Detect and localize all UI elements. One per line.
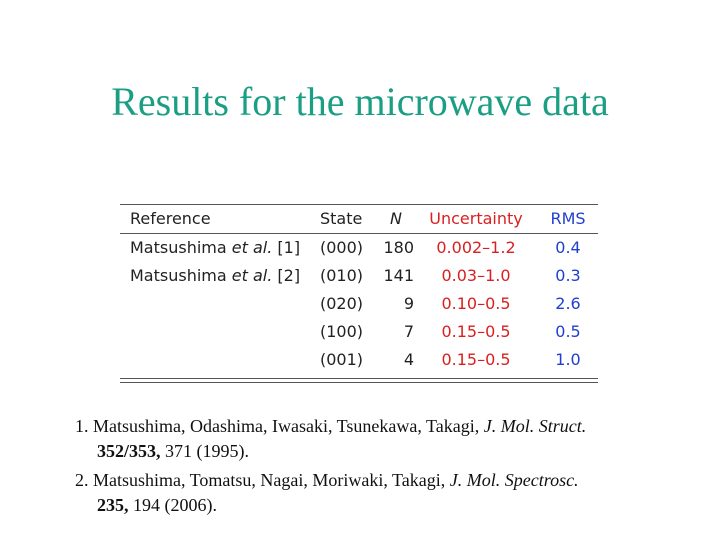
table-row: Matsushima et al. [2] (010) 141 0.03–1.0 0.3 [120,262,598,290]
n-cell: 4 [403,350,414,369]
ref-authors: Matsushima, Odashima, Iwasaki, Tsunekawa… [93,416,480,436]
header-cell: State [320,209,363,228]
rms-cell: 1.0 [555,350,581,369]
ref-number: [2] [277,266,301,285]
et-al: et al. [231,266,273,285]
table-row: (100) 7 0.15–0.5 0.5 [120,318,598,346]
table-rule [120,204,598,205]
rms-cell: 2.6 [555,294,581,313]
uncertainty-cell: 0.15–0.5 [441,322,511,341]
reference-line: 352/353, 371 (1995). [75,439,586,464]
author: Matsushima [130,266,227,285]
uncertainty-cell: 0.10–0.5 [441,294,511,313]
reference-item: 1. Matsushima, Odashima, Iwasaki, Tsunek… [75,414,586,464]
rms-cell: 0.3 [555,266,581,285]
references: 1. Matsushima, Odashima, Iwasaki, Tsunek… [75,414,586,522]
n-cell: 7 [403,322,414,341]
header-row: Reference State N Uncertainty RMS [120,205,598,233]
rms-cell: 0.5 [555,322,581,341]
n-cell: 9 [403,294,414,313]
n-cell: 141 [383,266,414,285]
et-al: et al. [231,238,273,257]
state-cell: (020) [320,294,364,313]
table-row: (020) 9 0.10–0.5 2.6 [120,290,598,318]
table-rule [120,233,598,234]
uncertainty-cell: 0.15–0.5 [441,350,511,369]
ref-number: 1. [75,416,89,436]
author: Matsushima [130,238,227,257]
reference-item: 2. Matsushima, Tomatsu, Nagai, Moriwaki,… [75,468,586,518]
n-cell: 180 [383,238,414,257]
slide-title: Results for the microwave data [111,79,609,124]
state-cell: (010) [320,266,364,285]
state-cell: (001) [320,350,364,369]
table-body: Matsushima et al. [1] (000) 180 0.002–1.2 0.… [120,234,598,374]
reference-cell: Matsushima et al. [1] [130,238,300,257]
header-cell: N [390,209,402,228]
uncertainty-cell: 0.002–1.2 [436,238,516,257]
ref-number: [1] [277,238,301,257]
reference-cell: Matsushima et al. [2] [130,266,300,285]
state-cell: (000) [320,238,364,257]
ref-journal: J. Mol. Spectrosc. [449,470,579,490]
reference-line: 2. Matsushima, Tomatsu, Nagai, Moriwaki,… [75,468,586,493]
table-row: Matsushima et al. [1] (000) 180 0.002–1.2 0.… [120,234,598,262]
ref-rest: 371 (1995). [165,441,250,461]
reference-line: 235, 194 (2006). [75,493,586,518]
ref-rest: 194 (2006). [133,495,217,515]
results-table: Reference State N Uncertainty RMS Matsus… [120,204,598,383]
uncertainty-cell: 0.03–1.0 [441,266,511,285]
table-row: (001) 4 0.15–0.5 1.0 [120,346,598,374]
rms-cell: 0.4 [555,238,581,257]
ref-journal: J. Mol. Struct. [483,416,587,436]
header-cell: RMS [550,209,586,228]
ref-volume: 235, [97,495,129,515]
ref-authors: Matsushima, Tomatsu, Nagai, Moriwaki, Ta… [93,470,446,490]
header-cell: Reference [130,209,211,228]
ref-volume: 352/353, [97,441,161,461]
header-cell: Uncertainty [429,209,523,228]
state-cell: (100) [320,322,364,341]
reference-line: 1. Matsushima, Odashima, Iwasaki, Tsunek… [75,414,586,439]
table-rule [120,378,598,379]
ref-number: 2. [75,470,89,490]
table-rule [120,382,598,383]
